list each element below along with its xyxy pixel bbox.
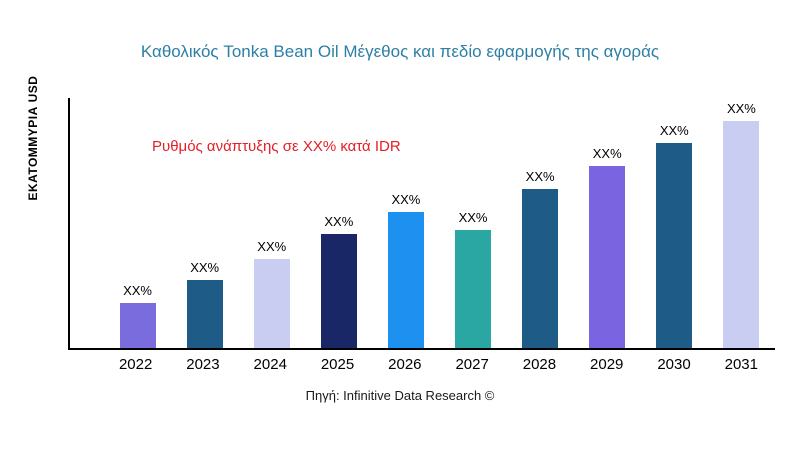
x-tick-2023: 2023: [186, 356, 220, 373]
source-text: Πηγή: Infinitive Data Research ©: [305, 388, 495, 403]
bar-value-label: XX%: [592, 146, 622, 161]
bar-2024: [253, 259, 290, 348]
bar-2027: [455, 230, 492, 348]
bar-2028: [522, 189, 559, 348]
bar-group: XX%: [656, 123, 693, 348]
bar-group: XX%: [387, 192, 424, 348]
x-tick-2022: 2022: [118, 356, 153, 373]
bar-2026: [387, 212, 424, 348]
bar-value-label: XX%: [458, 210, 488, 225]
bar-group: XX%: [589, 146, 626, 348]
bar-group: XX%: [522, 169, 559, 348]
bar-value-label: XX%: [190, 260, 220, 275]
chart-title: Καθολικός Tonka Bean Oil Μέγεθος και πεδ…: [140, 42, 660, 61]
bar-group: XX%: [320, 214, 357, 348]
bar-value-label: XX%: [123, 283, 152, 298]
x-tick-2031: 2031: [724, 356, 758, 373]
bar-value-label: XX%: [659, 123, 689, 138]
bar-value-label: XX%: [324, 214, 354, 229]
x-tick-2030: 2030: [657, 356, 691, 373]
x-tick-2028: 2028: [522, 356, 557, 373]
bar-group: XX%: [455, 210, 492, 348]
y-axis-label: ΕΚΑΤΟΜΜΥΡΙΑ USD: [26, 75, 40, 201]
x-tick-2024: 2024: [253, 356, 287, 373]
bar-2022: [119, 303, 156, 348]
growth-annotation: Ρυθμός ανάπτυξης σε XX% κατά IDR: [152, 138, 401, 155]
bar-value-label: XX%: [257, 239, 287, 254]
bar-2029: [589, 166, 626, 348]
x-tick-2025: 2025: [320, 356, 355, 373]
bar-value-label: XX%: [726, 101, 756, 116]
plot-area: Ρυθμός ανάπτυξης σε XX% κατά IDR XX% XX% X…: [68, 98, 775, 350]
bar-group: XX%: [253, 239, 290, 348]
bar-value-label: XX%: [525, 169, 555, 184]
bar-2030: [656, 143, 693, 348]
x-tick-2026: 2026: [388, 356, 422, 373]
bar-2031: [723, 121, 760, 348]
x-tick-2027: 2027: [455, 356, 489, 373]
bar-2025: [320, 234, 357, 348]
bar-value-label: XX%: [391, 192, 421, 207]
bar-group: XX%: [723, 101, 760, 348]
bar-series: XX% XX% XX% XX% XX% XX% XX% XX% XX% XX%: [70, 98, 775, 348]
bar-group: XX%: [119, 283, 156, 348]
x-axis-labels: 2022 2023 2024 2025 2026 2027 2028 2029 2030 2031: [68, 356, 775, 373]
x-tick-2029: 2029: [590, 356, 624, 373]
bar-2023: [186, 280, 223, 348]
bar-group: XX%: [186, 260, 223, 348]
